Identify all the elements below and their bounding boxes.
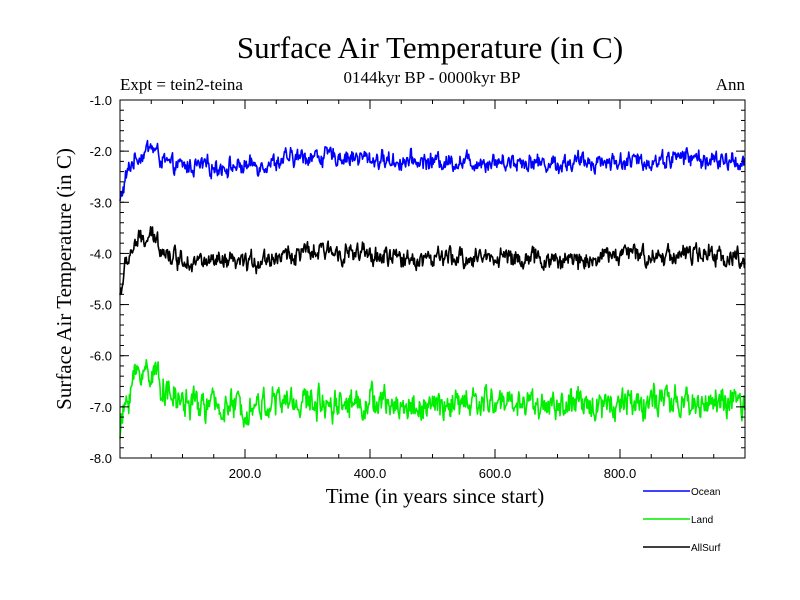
y-tick-label: -8.0 (90, 451, 112, 466)
y-tick-label: -6.0 (90, 349, 112, 364)
x-axis: 200.0 400.0 600.0 800.0 (150, 100, 715, 481)
series-line-allsurf (119, 225, 746, 296)
y-tick-label: -5.0 (90, 298, 112, 313)
y-tick-label: -7.0 (90, 400, 112, 415)
legend-label-ocean: Ocean (691, 487, 720, 498)
y-axis-label: Surface Air Temperature (in C) (52, 148, 76, 410)
experiment-label: Expt = tein2-teina (120, 75, 243, 94)
legend-label-land: Land (691, 515, 713, 526)
y-axis: -1.0 -2.0 -3.0 -4.0 -5.0 -6.0 -7.0 -8.0 (90, 93, 745, 466)
series-line-ocean (119, 139, 746, 202)
legend-label-allsurf: AllSurf (691, 543, 721, 554)
y-tick-label: -2.0 (90, 144, 112, 159)
season-label: Ann (716, 75, 746, 94)
chart-title: Surface Air Temperature (in C) (237, 30, 623, 65)
x-tick-label: 400.0 (354, 466, 387, 481)
legend: Ocean Land AllSurf (643, 487, 721, 554)
series-line-land (119, 359, 746, 439)
chart-subtitle: 0144kyr BP - 0000kyr BP (344, 68, 521, 87)
y-tick-label: -4.0 (90, 246, 112, 261)
x-tick-label: 800.0 (604, 466, 637, 481)
x-tick-label: 600.0 (479, 466, 512, 481)
x-tick-label: 200.0 (229, 466, 262, 481)
x-axis-label: Time (in years since start) (326, 484, 545, 508)
y-tick-label: -3.0 (90, 195, 112, 210)
y-tick-label: -1.0 (90, 93, 112, 108)
plot-series-group (119, 139, 746, 439)
